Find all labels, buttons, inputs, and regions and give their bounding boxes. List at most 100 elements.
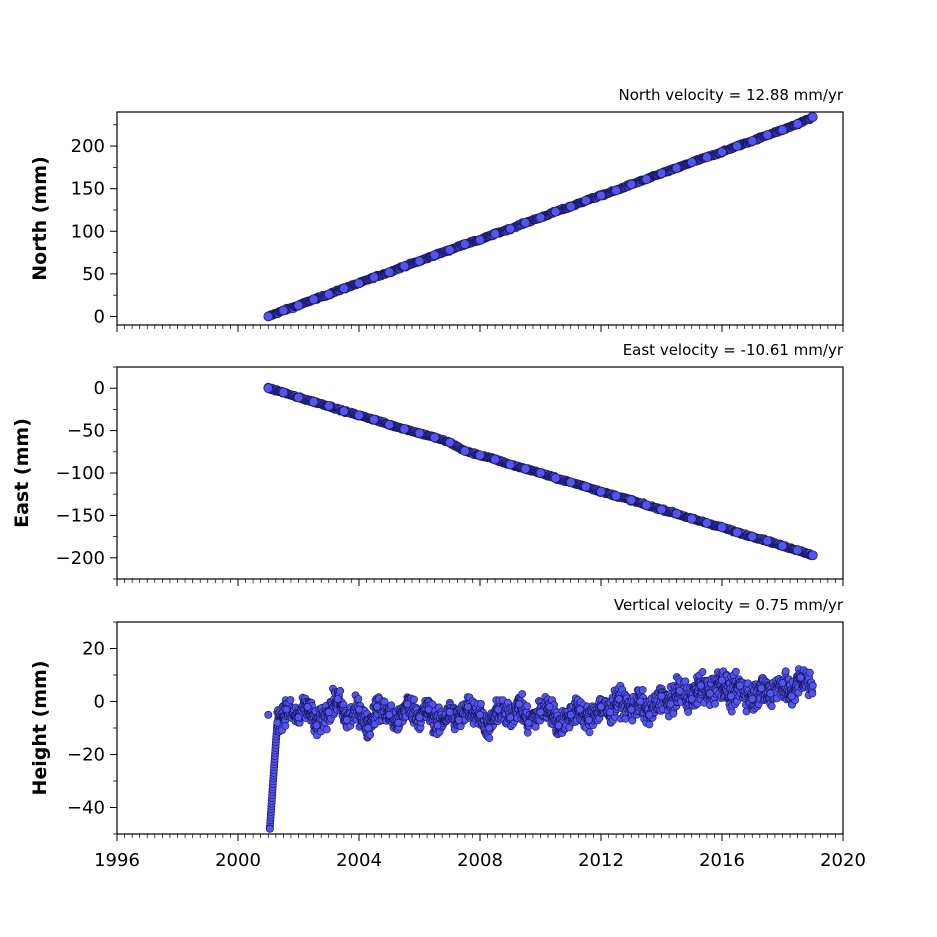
data-point	[333, 694, 342, 703]
data-point	[369, 414, 379, 425]
data-point	[454, 716, 463, 724]
data-point	[308, 396, 319, 407]
data-point	[444, 245, 455, 255]
y-tick-label: 150	[71, 179, 105, 200]
data-point	[414, 256, 425, 266]
y-tick-label: −200	[56, 548, 105, 569]
data-point	[515, 700, 524, 709]
data-series	[264, 665, 817, 833]
data-point	[485, 724, 494, 732]
data-point	[596, 190, 606, 201]
data-point	[611, 185, 621, 196]
data-point	[767, 702, 776, 711]
data-point	[626, 179, 637, 190]
x-tick-label: 2008	[457, 850, 503, 871]
data-point	[263, 383, 274, 394]
panel-north: North velocity = 12.88 mm/yr North (mm) 0 5…	[29, 86, 844, 332]
data-point	[520, 217, 531, 228]
data-point	[278, 387, 289, 398]
data-point	[748, 694, 757, 703]
data-point	[460, 446, 470, 456]
data-point	[364, 724, 373, 732]
axes-frame	[116, 366, 844, 580]
data-point	[762, 130, 773, 140]
data-point	[354, 695, 363, 703]
data-point	[433, 721, 442, 730]
data-point	[711, 700, 719, 708]
data-point	[657, 692, 666, 701]
y-tick-label: 0	[94, 306, 105, 327]
data-point	[686, 157, 697, 168]
data-point	[475, 234, 485, 245]
data-point	[684, 708, 693, 716]
data-point	[324, 708, 333, 717]
data-point	[671, 163, 682, 174]
data-point	[520, 463, 531, 474]
y-tick-label: 50	[82, 264, 105, 285]
y-axis-label: North (mm)	[29, 156, 51, 281]
data-point	[384, 419, 395, 430]
data-point	[531, 723, 540, 731]
data-point	[777, 125, 788, 135]
data-point	[308, 294, 319, 305]
x-tick-label: 2016	[699, 850, 745, 871]
data-point	[294, 713, 303, 722]
data-point	[354, 278, 364, 289]
data-point	[312, 721, 321, 730]
data-point	[762, 535, 773, 546]
data-point	[282, 705, 291, 714]
data-point	[518, 690, 527, 698]
data-point	[669, 709, 678, 718]
data-point	[636, 697, 645, 706]
data-point	[675, 686, 684, 695]
data-point	[698, 668, 707, 676]
data-point	[550, 473, 561, 483]
data-point	[336, 687, 345, 695]
data-series	[263, 112, 818, 322]
data-point	[717, 147, 727, 157]
data-point	[387, 701, 396, 710]
data-point	[354, 410, 364, 421]
data-point	[286, 696, 295, 704]
data-point	[606, 708, 615, 717]
data-point	[687, 694, 696, 703]
data-point	[792, 119, 803, 129]
data-point	[394, 718, 403, 727]
data-point	[342, 716, 351, 724]
data-point	[415, 713, 424, 722]
x-tick-label: 2012	[578, 850, 624, 871]
data-point	[323, 401, 334, 411]
data-point	[322, 725, 331, 734]
data-point	[732, 141, 742, 151]
data-point	[536, 708, 545, 717]
data-point	[523, 702, 532, 710]
data-point	[792, 545, 803, 556]
y-tick-label: 20	[82, 639, 105, 660]
data-point	[781, 667, 790, 676]
y-tick-label: 100	[71, 221, 105, 242]
data-point	[596, 486, 606, 497]
data-point	[597, 702, 605, 711]
data-point	[445, 708, 454, 717]
data-point	[293, 392, 304, 403]
data-point	[339, 283, 349, 294]
data-point	[787, 692, 796, 701]
data-point	[705, 689, 714, 698]
data-point	[281, 722, 290, 730]
data-point	[807, 112, 818, 122]
y-tick-label: 200	[71, 136, 105, 157]
data-point	[566, 710, 575, 719]
data-point	[656, 168, 667, 179]
data-point	[369, 272, 379, 283]
data-point	[732, 667, 740, 676]
data-point	[585, 728, 594, 737]
data-point	[565, 201, 576, 212]
data-point	[766, 689, 775, 698]
data-point	[747, 531, 758, 542]
data-point	[278, 305, 289, 316]
data-point	[717, 522, 727, 533]
y-tick-label: 0	[94, 378, 105, 399]
data-point	[323, 289, 334, 300]
data-point	[777, 541, 788, 551]
data-point	[505, 459, 516, 470]
